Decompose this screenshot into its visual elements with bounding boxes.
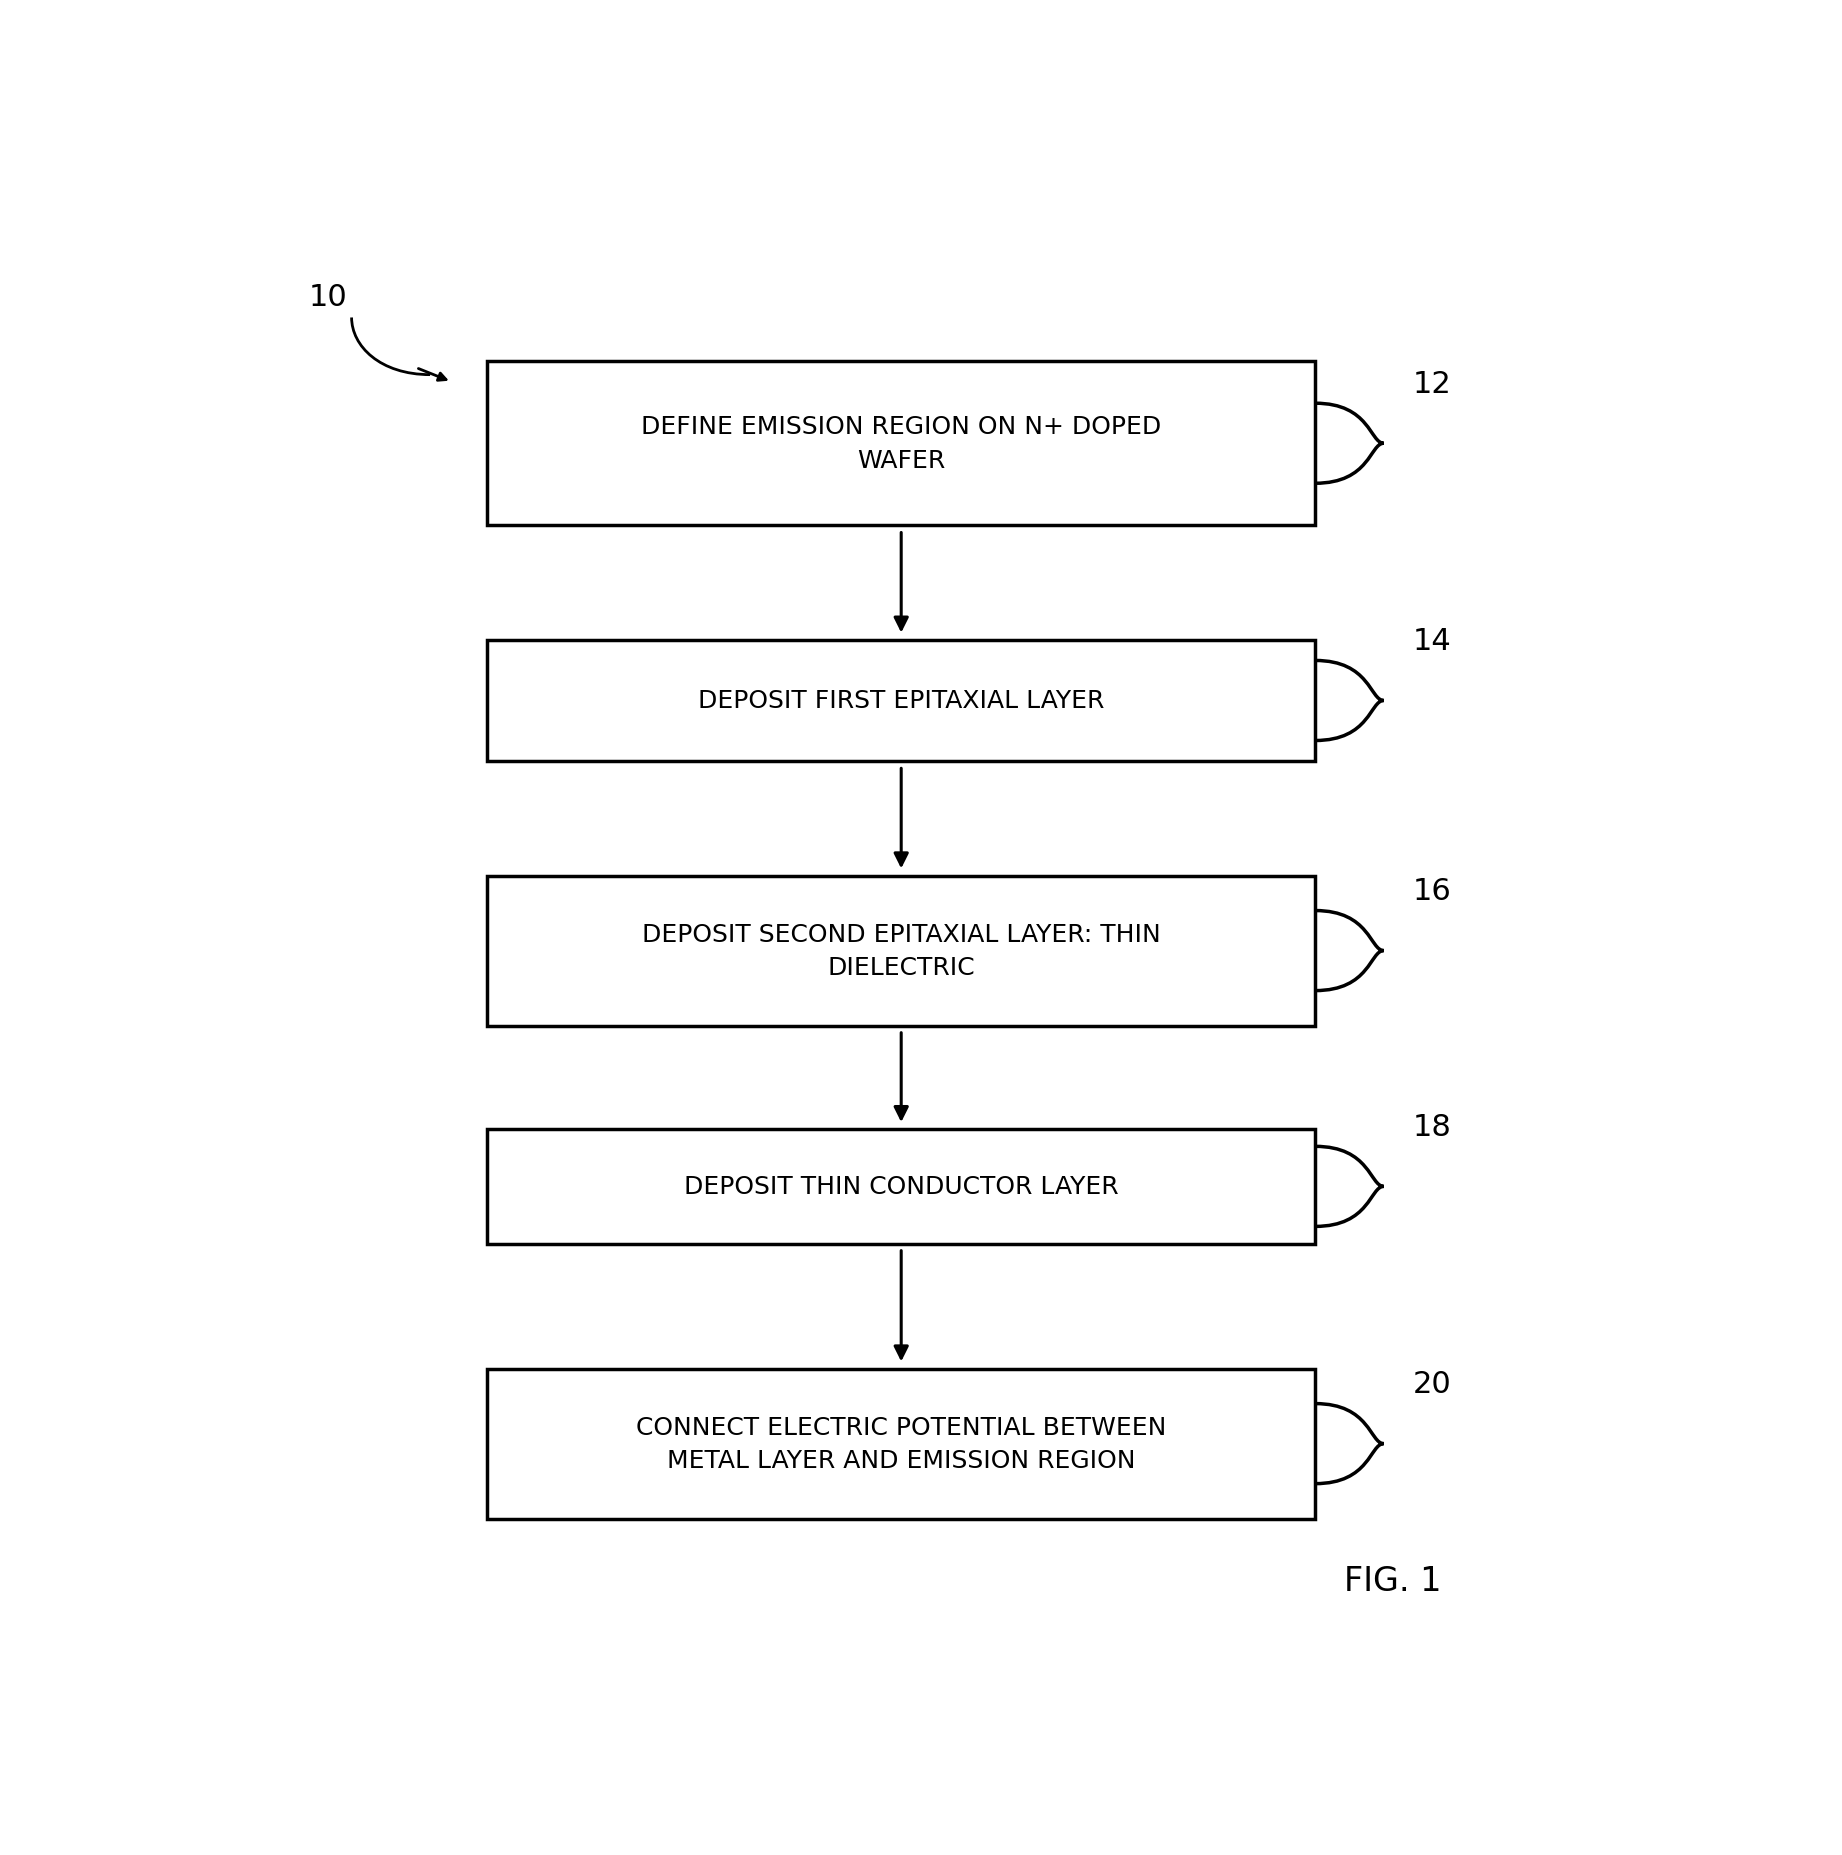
- Text: DEPOSIT FIRST EPITAXIAL LAYER: DEPOSIT FIRST EPITAXIAL LAYER: [698, 688, 1105, 712]
- Bar: [486, 640, 1315, 762]
- Text: CONNECT ELECTRIC POTENTIAL BETWEEN
METAL LAYER AND EMISSION REGION: CONNECT ELECTRIC POTENTIAL BETWEEN METAL…: [635, 1415, 1166, 1473]
- Bar: [486, 1369, 1315, 1519]
- Text: DEPOSIT THIN CONDUCTOR LAYER: DEPOSIT THIN CONDUCTOR LAYER: [683, 1174, 1118, 1198]
- Text: 10: 10: [309, 282, 348, 312]
- Text: 20: 20: [1413, 1369, 1451, 1399]
- Text: 14: 14: [1413, 627, 1451, 655]
- Text: DEPOSIT SECOND EPITAXIAL LAYER: THIN
DIELECTRIC: DEPOSIT SECOND EPITAXIAL LAYER: THIN DIE…: [641, 922, 1160, 979]
- Text: 12: 12: [1413, 369, 1451, 399]
- Bar: [486, 362, 1315, 527]
- Bar: [486, 1130, 1315, 1245]
- Text: DEFINE EMISSION REGION ON N+ DOPED
WAFER: DEFINE EMISSION REGION ON N+ DOPED WAFER: [641, 416, 1160, 473]
- Bar: [486, 876, 1315, 1026]
- Text: 18: 18: [1413, 1113, 1451, 1141]
- Text: 16: 16: [1413, 877, 1451, 905]
- Text: FIG. 1: FIG. 1: [1345, 1564, 1440, 1597]
